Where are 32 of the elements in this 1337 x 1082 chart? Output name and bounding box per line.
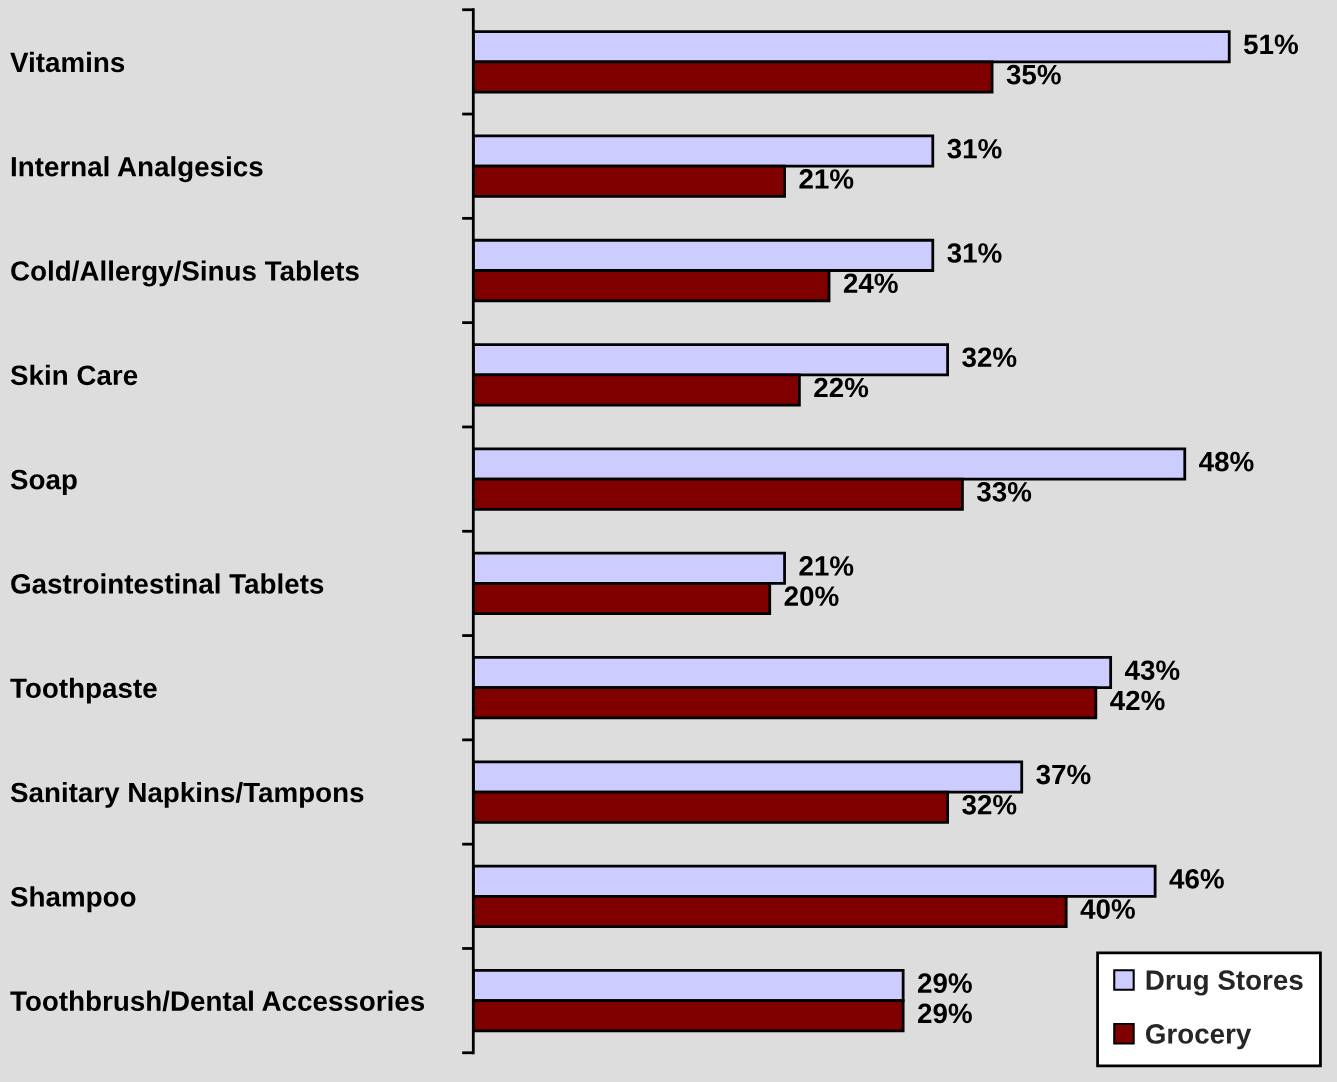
data-label: 48% (1199, 451, 1254, 472)
y-tick-label: Toothbrush/Dental Accessories (10, 990, 425, 1012)
y-tick-label: Gastrointestinal Tablets (11, 573, 324, 594)
y-tick-label: Skin Care (10, 364, 138, 386)
legend-label: Grocery (1145, 1024, 1252, 1050)
data-label: 32% (962, 794, 1017, 815)
y-tick-label: Toothpaste (10, 677, 157, 704)
data-label: 31% (947, 138, 1002, 159)
data-label: 51% (1243, 34, 1298, 55)
data-label: 21% (799, 556, 854, 576)
y-tick-label: Sanitary Napkins/Tampons (10, 781, 364, 808)
y-tick-label: Internal Analgesics (11, 156, 263, 183)
y-tick-label: Vitamins (10, 51, 125, 73)
data-label: 20% (784, 586, 839, 606)
data-label: 37% (1036, 764, 1091, 785)
data-label: 33% (976, 482, 1032, 502)
data-label: 29% (918, 1003, 972, 1024)
y-tick-label: Shampoo (10, 886, 136, 913)
data-label: 42% (1110, 690, 1165, 711)
data-label: 21% (799, 169, 854, 189)
legend-label: Drug Stores (1146, 970, 1303, 996)
data-label: 24% (843, 273, 898, 294)
data-label: 22% (814, 377, 869, 398)
data-label: 46% (1169, 868, 1224, 889)
data-label: 32% (962, 347, 1017, 368)
data-label: 35% (1006, 64, 1061, 85)
data-label: 43% (1124, 660, 1180, 681)
data-label: 40% (1080, 899, 1135, 919)
data-label: 29% (918, 973, 972, 993)
y-tick-label: Soap (10, 469, 77, 495)
data-label: 31% (947, 243, 1002, 263)
y-tick-label: Cold/Allergy/Sinus Tablets (11, 260, 359, 287)
